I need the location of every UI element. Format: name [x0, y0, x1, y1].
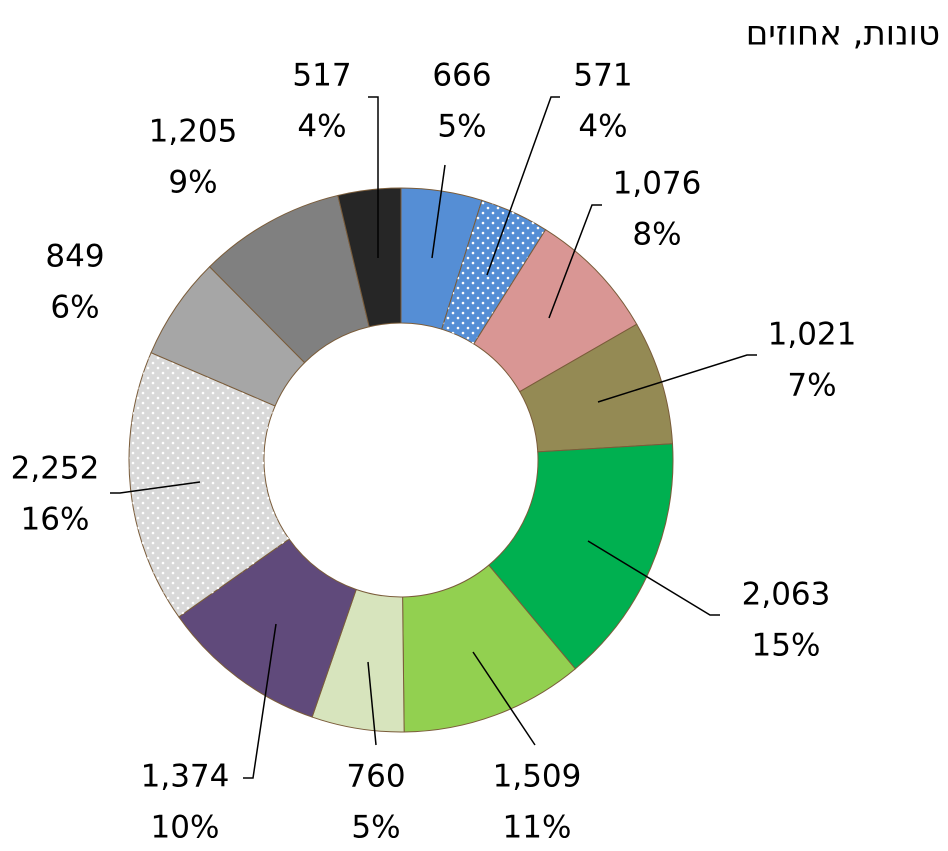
percent-label: 10% — [151, 810, 220, 846]
value-label: 1,021 — [768, 317, 857, 353]
chart-title: טונות, אחוזים — [746, 14, 940, 54]
percent-label: 9% — [168, 165, 217, 201]
value-label: 1,509 — [493, 759, 582, 795]
value-label: 2,252 — [11, 451, 100, 487]
leader-line — [431, 164, 446, 259]
leader-line — [472, 651, 536, 746]
value-label: 1,076 — [613, 166, 702, 202]
leader-line — [486, 96, 560, 276]
value-label: 849 — [45, 239, 104, 275]
value-label: 666 — [432, 58, 491, 94]
percent-label: 4% — [297, 109, 346, 145]
value-label: 517 — [292, 58, 351, 94]
percent-label: 4% — [578, 109, 627, 145]
value-label: 1,205 — [149, 114, 238, 150]
leader-line — [368, 96, 379, 258]
percent-label: 16% — [21, 502, 90, 538]
value-label: 1,374 — [141, 759, 230, 795]
leader-line — [548, 204, 602, 319]
percent-label: 8% — [632, 217, 681, 253]
leader-line — [110, 481, 201, 494]
value-label: 760 — [346, 759, 405, 795]
leader-line — [597, 354, 757, 403]
percent-label: 15% — [752, 628, 821, 664]
percent-label: 5% — [437, 109, 486, 145]
percent-label: 7% — [787, 368, 836, 404]
leader-line — [243, 623, 277, 779]
value-label: 571 — [573, 58, 632, 94]
leader-line — [367, 661, 377, 746]
donut-segment — [337, 187, 402, 328]
value-label: 2,063 — [742, 577, 831, 613]
percent-label: 6% — [50, 290, 99, 326]
percent-label: 5% — [351, 810, 400, 846]
leader-line — [587, 540, 720, 616]
donut-segment — [488, 443, 674, 670]
percent-label: 11% — [503, 810, 572, 846]
